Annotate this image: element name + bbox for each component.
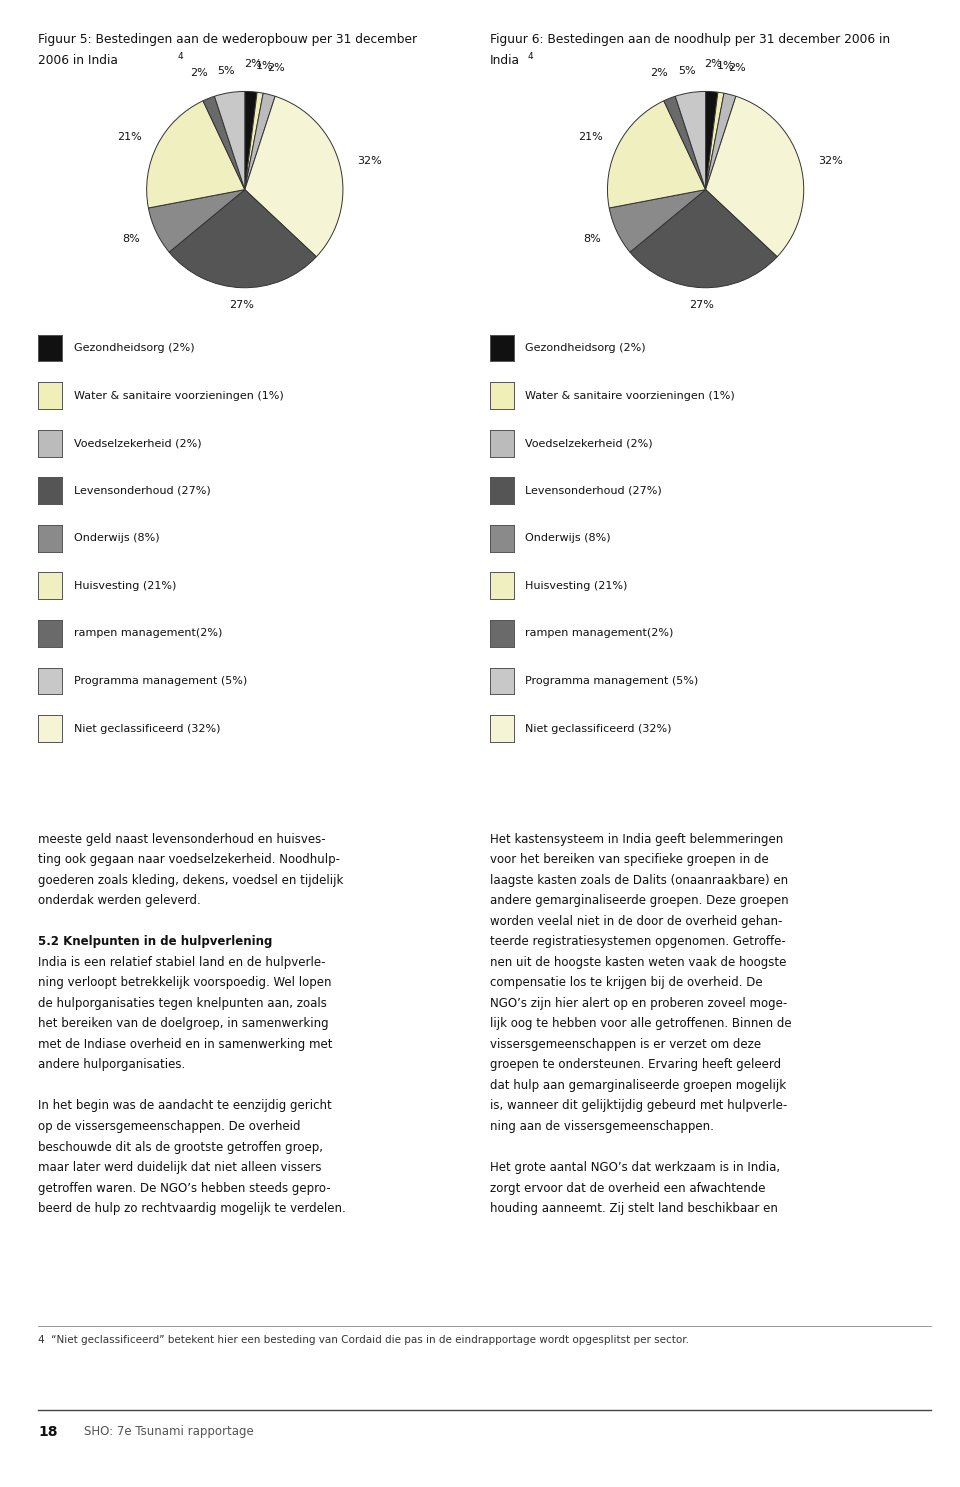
Text: 4: 4 — [528, 52, 534, 61]
Wedge shape — [706, 92, 724, 189]
Wedge shape — [706, 92, 718, 189]
Wedge shape — [214, 92, 245, 189]
Text: met de Indiase overheid en in samenwerking met: met de Indiase overheid en in samenwerki… — [38, 1038, 333, 1051]
Wedge shape — [663, 97, 706, 189]
Text: Water & sanitaire voorzieningen (1%): Water & sanitaire voorzieningen (1%) — [74, 391, 283, 400]
Text: 2%: 2% — [728, 62, 746, 73]
Text: 27%: 27% — [689, 300, 714, 311]
Text: 21%: 21% — [578, 132, 603, 143]
Text: Niet geclassificeerd (32%): Niet geclassificeerd (32%) — [74, 724, 221, 733]
Text: worden veelal niet in de door de overheid gehan-: worden veelal niet in de door de overhei… — [490, 915, 782, 928]
Text: 4: 4 — [178, 52, 183, 61]
Text: Huisvesting (21%): Huisvesting (21%) — [74, 581, 177, 590]
Text: beschouwde dit als de grootste getroffen groep,: beschouwde dit als de grootste getroffen… — [38, 1141, 324, 1154]
Text: 2%: 2% — [705, 59, 722, 70]
Text: Huisvesting (21%): Huisvesting (21%) — [525, 581, 628, 590]
Text: maar later werd duidelijk dat niet alleen vissers: maar later werd duidelijk dat niet allee… — [38, 1161, 322, 1175]
Text: 8%: 8% — [583, 233, 601, 244]
Text: 21%: 21% — [117, 132, 142, 143]
Text: goederen zoals kleding, dekens, voedsel en tijdelijk: goederen zoals kleding, dekens, voedsel … — [38, 874, 344, 886]
Text: Water & sanitaire voorzieningen (1%): Water & sanitaire voorzieningen (1%) — [525, 391, 734, 400]
Text: Niet geclassificeerd (32%): Niet geclassificeerd (32%) — [525, 724, 672, 733]
Wedge shape — [610, 189, 706, 253]
Text: 2%: 2% — [267, 62, 285, 73]
Text: 1%: 1% — [716, 61, 734, 70]
Wedge shape — [245, 94, 276, 189]
Wedge shape — [245, 97, 343, 257]
Wedge shape — [147, 101, 245, 208]
Text: Onderwijs (8%): Onderwijs (8%) — [74, 534, 159, 543]
Text: Programma management (5%): Programma management (5%) — [525, 677, 698, 686]
Text: getroffen waren. De NGO’s hebben steeds gepro-: getroffen waren. De NGO’s hebben steeds … — [38, 1182, 331, 1194]
Text: groepen te ondersteunen. Ervaring heeft geleerd: groepen te ondersteunen. Ervaring heeft … — [490, 1059, 780, 1072]
Text: compensatie los te krijgen bij de overheid. De: compensatie los te krijgen bij de overhe… — [490, 977, 762, 989]
Text: 32%: 32% — [818, 156, 843, 165]
Text: 18: 18 — [38, 1425, 58, 1438]
Wedge shape — [706, 94, 736, 189]
Text: India is een relatief stabiel land en de hulpverle-: India is een relatief stabiel land en de… — [38, 956, 325, 970]
Text: Gezondheidsorg (2%): Gezondheidsorg (2%) — [74, 343, 195, 352]
Text: 2006 in India: 2006 in India — [38, 54, 118, 67]
Text: Levensonderhoud (27%): Levensonderhoud (27%) — [525, 486, 661, 495]
Text: teerde registratiesystemen opgenomen. Getroffe-: teerde registratiesystemen opgenomen. Ge… — [490, 935, 785, 949]
Text: lijk oog te hebben voor alle getroffenen. Binnen de: lijk oog te hebben voor alle getroffenen… — [490, 1017, 791, 1030]
Wedge shape — [706, 97, 804, 257]
Text: Voedselzekerheid (2%): Voedselzekerheid (2%) — [525, 439, 653, 448]
Text: voor het bereiken van specifieke groepen in de: voor het bereiken van specifieke groepen… — [490, 854, 768, 867]
Text: NGO’s zijn hier alert op en proberen zoveel moge-: NGO’s zijn hier alert op en proberen zov… — [490, 996, 787, 1010]
Text: meeste geld naast levensonderhoud en huisves-: meeste geld naast levensonderhoud en hui… — [38, 833, 326, 846]
Text: Het grote aantal NGO’s dat werkzaam is in India,: Het grote aantal NGO’s dat werkzaam is i… — [490, 1161, 780, 1175]
Text: is, wanneer dit gelijktijdig gebeurd met hulpverle-: is, wanneer dit gelijktijdig gebeurd met… — [490, 1099, 787, 1112]
Text: 5%: 5% — [678, 67, 696, 76]
Wedge shape — [149, 189, 245, 253]
Text: andere hulporganisaties.: andere hulporganisaties. — [38, 1059, 185, 1072]
Text: ning aan de vissersgemeenschappen.: ning aan de vissersgemeenschappen. — [490, 1120, 713, 1133]
Text: Het kastensysteem in India geeft belemmeringen: Het kastensysteem in India geeft belemme… — [490, 833, 782, 846]
Text: zorgt ervoor dat de overheid een afwachtende: zorgt ervoor dat de overheid een afwacht… — [490, 1182, 765, 1194]
Text: Gezondheidsorg (2%): Gezondheidsorg (2%) — [525, 343, 646, 352]
Text: laagste kasten zoals de Dalits (onaanraakbare) en: laagste kasten zoals de Dalits (onaanraa… — [490, 874, 788, 886]
Text: Levensonderhoud (27%): Levensonderhoud (27%) — [74, 486, 210, 495]
Text: Onderwijs (8%): Onderwijs (8%) — [525, 534, 611, 543]
Text: houding aanneemt. Zij stelt land beschikbaar en: houding aanneemt. Zij stelt land beschik… — [490, 1201, 778, 1215]
Text: het bereiken van de doelgroep, in samenwerking: het bereiken van de doelgroep, in samenw… — [38, 1017, 329, 1030]
Wedge shape — [675, 92, 706, 189]
Text: 4  “Niet geclassificeerd” betekent hier een besteding van Cordaid die pas in de : 4 “Niet geclassificeerd” betekent hier e… — [38, 1335, 689, 1346]
Text: de hulporganisaties tegen knelpunten aan, zoals: de hulporganisaties tegen knelpunten aan… — [38, 996, 327, 1010]
Text: beerd de hulp zo rechtvaardig mogelijk te verdelen.: beerd de hulp zo rechtvaardig mogelijk t… — [38, 1201, 347, 1215]
Text: andere gemarginaliseerde groepen. Deze groepen: andere gemarginaliseerde groepen. Deze g… — [490, 894, 788, 907]
Text: rampen management(2%): rampen management(2%) — [525, 629, 674, 638]
Text: SHO: 7e Tsunami rapportage: SHO: 7e Tsunami rapportage — [84, 1425, 254, 1438]
Text: 5.2 Knelpunten in de hulpverlening: 5.2 Knelpunten in de hulpverlening — [38, 935, 273, 949]
Wedge shape — [169, 189, 317, 287]
Wedge shape — [245, 92, 263, 189]
Text: vissersgemeenschappen is er verzet om deze: vissersgemeenschappen is er verzet om de… — [490, 1038, 760, 1051]
Text: India: India — [490, 54, 519, 67]
Text: Programma management (5%): Programma management (5%) — [74, 677, 247, 686]
Wedge shape — [630, 189, 778, 287]
Text: In het begin was de aandacht te eenzijdig gericht: In het begin was de aandacht te eenzijdi… — [38, 1099, 332, 1112]
Text: 8%: 8% — [122, 233, 140, 244]
Text: ning verloopt betrekkelijk voorspoedig. Wel lopen: ning verloopt betrekkelijk voorspoedig. … — [38, 977, 332, 989]
Text: Voedselzekerheid (2%): Voedselzekerheid (2%) — [74, 439, 202, 448]
Text: dat hulp aan gemarginaliseerde groepen mogelijk: dat hulp aan gemarginaliseerde groepen m… — [490, 1080, 785, 1091]
Text: 5%: 5% — [217, 67, 235, 76]
Text: 27%: 27% — [228, 300, 253, 311]
Text: ting ook gegaan naar voedselzekerheid. Noodhulp-: ting ook gegaan naar voedselzekerheid. N… — [38, 854, 341, 867]
Text: onderdak werden geleverd.: onderdak werden geleverd. — [38, 894, 202, 907]
Text: rampen management(2%): rampen management(2%) — [74, 629, 223, 638]
Text: 2%: 2% — [244, 59, 261, 70]
Wedge shape — [608, 101, 706, 208]
Text: Figuur 6: Bestedingen aan de noodhulp per 31 december 2006 in: Figuur 6: Bestedingen aan de noodhulp pe… — [490, 33, 890, 46]
Text: nen uit de hoogste kasten weten vaak de hoogste: nen uit de hoogste kasten weten vaak de … — [490, 956, 786, 970]
Text: op de vissersgemeenschappen. De overheid: op de vissersgemeenschappen. De overheid — [38, 1120, 300, 1133]
Wedge shape — [203, 97, 245, 189]
Text: Figuur 5: Bestedingen aan de wederopbouw per 31 december: Figuur 5: Bestedingen aan de wederopbouw… — [38, 33, 418, 46]
Text: 2%: 2% — [190, 68, 207, 77]
Wedge shape — [245, 92, 257, 189]
Text: 2%: 2% — [651, 68, 668, 77]
Text: 32%: 32% — [357, 156, 382, 165]
Text: 1%: 1% — [255, 61, 274, 70]
